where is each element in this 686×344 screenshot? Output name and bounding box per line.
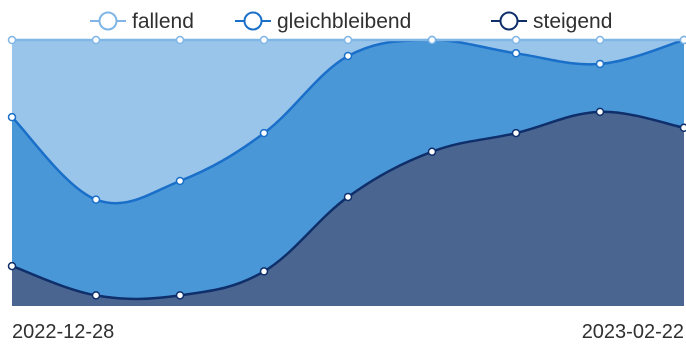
point-steigend-2[interactable] [175, 291, 185, 300]
legend-marker-fallend [98, 11, 118, 31]
point-fallend-4[interactable] [343, 35, 353, 45]
legend-item-fallend[interactable]: fallend [90, 10, 194, 33]
point-steigend-5[interactable] [427, 147, 437, 156]
point-steigend-3[interactable] [259, 267, 269, 276]
areas-layer [12, 40, 684, 306]
legend-label-gleichbleibend: gleichbleibend [277, 10, 411, 33]
area-steigend [12, 111, 684, 306]
legend[interactable]: fallend gleichbleibend steigend [90, 10, 612, 33]
legend-marker-gleichbleibend [243, 11, 263, 31]
legend-item-gleichbleibend[interactable]: gleichbleibend [235, 10, 411, 33]
point-steigend-6[interactable] [511, 128, 521, 138]
legend-label-fallend: fallend [132, 10, 194, 33]
point-fallend-6[interactable] [511, 35, 521, 45]
legend-item-steigend[interactable]: steigend [491, 10, 612, 33]
point-gleichbleibend-0[interactable] [7, 112, 17, 122]
point-gleichbleibend-2[interactable] [175, 176, 185, 186]
line-gleichbleibend [11, 38, 685, 205]
point-fallend-8[interactable] [679, 35, 686, 45]
x-tick-label-1: 2023-02-22 [582, 321, 684, 343]
legend-label-steigend: steigend [533, 10, 612, 33]
point-fallend-2[interactable] [175, 35, 185, 45]
point-fallend-0[interactable] [7, 35, 17, 45]
point-fallend-7[interactable] [595, 35, 605, 45]
point-fallend-1[interactable] [91, 35, 101, 45]
point-steigend-0[interactable] [7, 261, 17, 271]
points-layer [7, 35, 686, 300]
point-steigend-4[interactable] [343, 192, 353, 202]
point-gleichbleibend-6[interactable] [511, 49, 521, 58]
x-axis: 2022-12-28 2023-02-22 [12, 321, 684, 343]
point-gleichbleibend-3[interactable] [259, 128, 269, 138]
point-gleichbleibend-4[interactable] [343, 51, 353, 61]
point-fallend-5[interactable] [427, 35, 437, 45]
point-steigend-1[interactable] [91, 291, 101, 300]
x-tick-label-0: 2022-12-28 [12, 321, 114, 343]
point-fallend-3[interactable] [259, 35, 269, 45]
point-gleichbleibend-1[interactable] [91, 195, 101, 204]
point-gleichbleibend-7[interactable] [595, 59, 605, 69]
point-steigend-8[interactable] [679, 123, 686, 133]
point-steigend-7[interactable] [595, 107, 605, 117]
legend-marker-steigend [499, 11, 519, 31]
